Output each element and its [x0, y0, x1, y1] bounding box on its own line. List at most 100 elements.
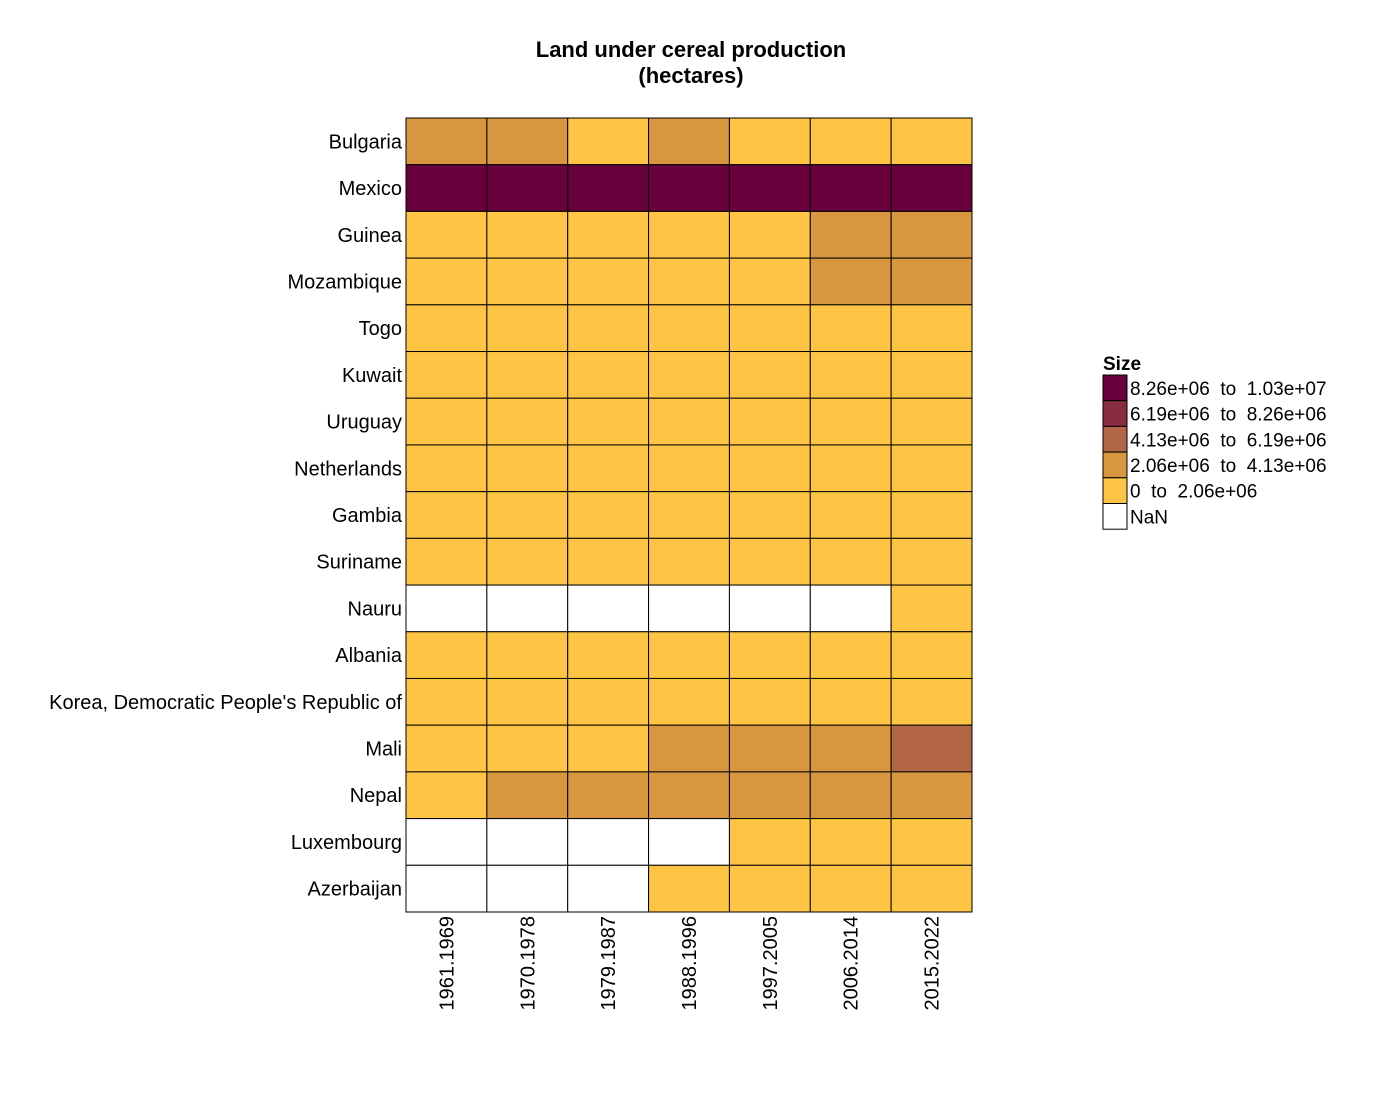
- heatmap-cell: [405, 351, 488, 399]
- heatmap-cell: [486, 491, 569, 539]
- heatmap-cell: [648, 818, 730, 866]
- heatmap-cell: [648, 117, 730, 166]
- heatmap-cell: [486, 257, 569, 306]
- heatmap-cell: [728, 257, 811, 306]
- heatmap-cell: [728, 677, 811, 726]
- heatmap-cell: [486, 584, 569, 633]
- legend-label: NaN: [1130, 507, 1168, 528]
- heatmap-cell: [567, 397, 650, 446]
- heatmap-cell: [890, 304, 973, 353]
- heatmap-cell: [890, 864, 973, 913]
- legend-label: 4.13e+06 to 6.19e+06: [1130, 430, 1327, 451]
- heatmap-cells: [405, 117, 973, 913]
- heatmap-cell: [728, 818, 811, 866]
- legend-label: 2.06e+06 to 4.13e+06: [1130, 456, 1327, 477]
- x-tick-label: 1997.2005: [760, 916, 782, 1011]
- heatmap-cell: [405, 304, 488, 353]
- y-tick-label: Korea, Democratic People's Republic of: [49, 692, 402, 714]
- heatmap-cell: [567, 771, 650, 820]
- heatmap-cell: [648, 584, 730, 633]
- heatmap-cell: [648, 257, 730, 306]
- heatmap-cell: [728, 117, 811, 166]
- heatmap-cell: [728, 210, 811, 259]
- heatmap-cell: [890, 257, 973, 306]
- heatmap-cell: [809, 491, 892, 539]
- heatmap-cell: [890, 491, 973, 539]
- heatmap-cell: [648, 164, 730, 212]
- y-tick-label: Nauru: [348, 598, 402, 620]
- heatmap-cell: [405, 257, 488, 306]
- heatmap-cell: [728, 724, 811, 773]
- heatmap-cell: [890, 537, 973, 586]
- heatmap-cell: [809, 724, 892, 773]
- heatmap-cell: [567, 304, 650, 353]
- x-tick-label: 2015.2022: [922, 916, 944, 1011]
- heatmap-cell: [648, 444, 730, 493]
- heatmap-cell: [809, 818, 892, 866]
- y-tick-label: Mali: [365, 739, 402, 761]
- heatmap-cell: [809, 257, 892, 306]
- heatmap-cell: [809, 351, 892, 399]
- chart-title: Land under cereal production: [536, 37, 846, 62]
- heatmap-cell: [809, 304, 892, 353]
- y-tick-label: Togo: [359, 318, 402, 340]
- legend-swatch: [1102, 451, 1128, 479]
- y-tick-label: Netherlands: [294, 458, 402, 480]
- heatmap-cell: [567, 210, 650, 259]
- heatmap-cell: [809, 397, 892, 446]
- heatmap-cell: [405, 397, 488, 446]
- x-tick-label: 1988.1996: [679, 916, 701, 1011]
- heatmap-cell: [809, 210, 892, 259]
- heatmap-cell: [567, 584, 650, 633]
- heatmap-cell: [648, 491, 730, 539]
- legend-swatch: [1102, 503, 1128, 530]
- heatmap-cell: [405, 631, 488, 679]
- heatmap-cell: [728, 491, 811, 539]
- heatmap-cell: [405, 210, 488, 259]
- heatmap-cell: [728, 351, 811, 399]
- heatmap-cell: [486, 444, 569, 493]
- heatmap-cell: [648, 864, 730, 913]
- heatmap-cell: [405, 164, 488, 212]
- y-tick-label: Uruguay: [326, 412, 402, 434]
- heatmap-cell: [486, 304, 569, 353]
- y-tick-label: Kuwait: [342, 365, 402, 387]
- heatmap-cell: [809, 864, 892, 913]
- heatmap-cell: [728, 397, 811, 446]
- heatmap-cell: [648, 210, 730, 259]
- heatmap-cell: [567, 677, 650, 726]
- heatmap-cell: [890, 677, 973, 726]
- heatmap-cell: [405, 584, 488, 633]
- legend-title: Size: [1103, 354, 1141, 375]
- heatmap-cell: [728, 164, 811, 212]
- heatmap-cell: [567, 444, 650, 493]
- heatmap-cell: [890, 117, 973, 166]
- heatmap-cell: [809, 117, 892, 166]
- heatmap-cell: [567, 491, 650, 539]
- x-axis-labels: 1961.1969 1970.1978 1979.1987 1988.1996 1997…: [436, 916, 943, 1011]
- heatmap-cell: [405, 491, 488, 539]
- heatmap-cell: [890, 818, 973, 866]
- heatmap-cell: [648, 771, 730, 820]
- heatmap-cell: [890, 164, 973, 212]
- heatmap-cell: [809, 537, 892, 586]
- heatmap-cell: [486, 864, 569, 913]
- heatmap-cell: [567, 537, 650, 586]
- heatmap-cell: [486, 537, 569, 586]
- y-tick-label: Suriname: [316, 552, 402, 574]
- heatmap-cell: [486, 117, 569, 166]
- y-tick-label: Gambia: [332, 505, 403, 527]
- y-tick-label: Mexico: [339, 178, 402, 200]
- heatmap-cell: [890, 351, 973, 399]
- y-tick-label: Nepal: [350, 785, 402, 807]
- heatmap-cell: [728, 771, 811, 820]
- heatmap-cell: [567, 257, 650, 306]
- heatmap-cell: [648, 351, 730, 399]
- heatmap-cell: [486, 351, 569, 399]
- heatmap-cell: [648, 304, 730, 353]
- heatmap-cell: [486, 164, 569, 212]
- heatmap-cell: [486, 771, 569, 820]
- heatmap-cell: [405, 724, 488, 773]
